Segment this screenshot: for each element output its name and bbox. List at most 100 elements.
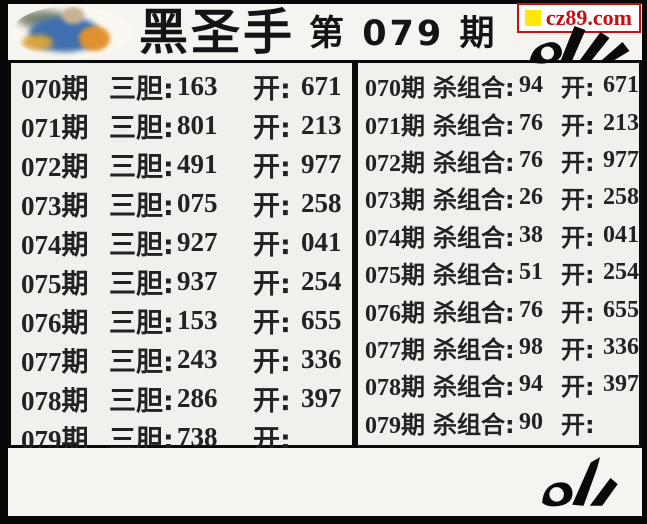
pick-value: 90 xyxy=(519,408,543,435)
pick-type-label: 杀组合: xyxy=(433,223,515,252)
open-label: 开: xyxy=(253,152,291,183)
open-label: 开: xyxy=(253,308,291,339)
issue-label: 074期 xyxy=(365,225,425,252)
open-value: 977 xyxy=(603,146,639,173)
open-value: 213 xyxy=(603,109,639,136)
issue-label: 070期 xyxy=(365,76,425,103)
pick-value: 937 xyxy=(177,266,218,296)
open-value: 671 xyxy=(603,72,639,99)
table-row: 075期 杀组合: 51 开: 254 xyxy=(365,255,639,290)
pick-value: 51 xyxy=(519,259,543,286)
pick-value: 76 xyxy=(519,109,543,136)
issue-label: 076期 xyxy=(21,308,89,338)
pick-type-label: 三胆: xyxy=(109,74,174,105)
pick-value: 94 xyxy=(519,72,543,99)
pick-type-label: 三胆: xyxy=(109,308,174,339)
open-value: 254 xyxy=(603,259,639,286)
open-value: 041 xyxy=(301,227,342,257)
open-value: 655 xyxy=(603,296,639,323)
open-label: 开: xyxy=(561,373,595,402)
table-row: 072期 三胆: 491 开: 977 xyxy=(21,145,352,184)
open-value: 977 xyxy=(301,149,342,179)
table-row: 074期 杀组合: 38 开: 041 xyxy=(365,218,639,253)
issue-number: 第 079 期 xyxy=(309,14,498,54)
issue-label: 072期 xyxy=(21,152,89,182)
table-row: 077期 三胆: 243 开: 336 xyxy=(21,340,352,379)
open-value: 336 xyxy=(301,344,342,374)
open-label: 开: xyxy=(253,113,291,144)
yellow-square-icon xyxy=(524,10,541,26)
open-value: 254 xyxy=(301,266,342,296)
table-row: 078期 三胆: 286 开: 397 xyxy=(21,379,352,418)
table-row: 076期 杀组合: 76 开: 655 xyxy=(365,293,639,328)
footer-ink-signature-icon xyxy=(542,457,618,507)
pick-value: 153 xyxy=(177,305,218,335)
pick-value: 98 xyxy=(519,333,543,360)
issue-label: 071期 xyxy=(365,113,425,140)
table-row: 070期 杀组合: 94 开: 671 xyxy=(365,68,639,103)
table-row: 071期 三胆: 801 开: 213 xyxy=(21,106,352,145)
pick-type-label: 三胆: xyxy=(109,113,174,144)
open-label: 开: xyxy=(253,347,291,378)
pick-type-label: 三胆: xyxy=(109,191,174,222)
issue-label: 071期 xyxy=(21,113,89,143)
issue-label: 078期 xyxy=(365,375,425,402)
header: 黑圣手 第 079 期 cz89.com xyxy=(8,3,642,64)
pick-type-label: 杀组合: xyxy=(433,148,515,177)
open-value: 213 xyxy=(301,110,342,140)
issue-label: 077期 xyxy=(21,347,89,377)
pick-type-label: 杀组合: xyxy=(433,298,515,327)
shazuhe-table: 070期 杀组合: 94 开: 671 071期 杀组合: 76 开: 213 … xyxy=(355,60,642,448)
open-label: 开: xyxy=(561,148,595,177)
pick-value: 927 xyxy=(177,227,218,257)
header-ink-signature-icon xyxy=(529,26,630,64)
issue-label: 079期 xyxy=(365,412,425,439)
open-value: 671 xyxy=(301,71,342,101)
open-label: 开: xyxy=(561,186,595,215)
pick-value: 163 xyxy=(177,71,218,101)
issue-label: 075期 xyxy=(21,269,89,299)
table-row: 078期 杀组合: 94 开: 397 xyxy=(365,367,639,402)
open-label: 开: xyxy=(561,261,595,290)
footer xyxy=(8,448,642,516)
open-label: 开: xyxy=(253,191,291,222)
pick-type-label: 三胆: xyxy=(109,269,174,300)
open-label: 开: xyxy=(561,335,595,364)
open-label: 开: xyxy=(253,74,291,105)
pick-type-label: 三胆: xyxy=(109,347,174,378)
pick-value: 76 xyxy=(519,296,543,323)
table-row: 079期 杀组合: 90 开: xyxy=(365,405,639,440)
sandan-table: 070期 三胆: 163 开: 671 071期 三胆: 801 开: 213 … xyxy=(8,60,355,456)
open-value: 397 xyxy=(301,383,342,413)
site-badge-label: cz89.com xyxy=(545,5,632,30)
open-label: 开: xyxy=(253,230,291,261)
open-value: 655 xyxy=(301,305,342,335)
title-text: 黑圣手 xyxy=(139,4,296,61)
open-value: 258 xyxy=(603,184,639,211)
open-label: 开: xyxy=(253,269,291,300)
3d-lottery-logo-icon xyxy=(12,6,132,58)
issue-label: 076期 xyxy=(365,300,425,327)
table-row: 076期 三胆: 153 开: 655 xyxy=(21,301,352,340)
pick-value: 075 xyxy=(177,188,218,218)
open-label: 开: xyxy=(253,386,291,417)
issue-label: 073期 xyxy=(21,191,89,221)
open-value: 041 xyxy=(603,221,639,248)
pick-value: 738 xyxy=(177,422,218,452)
pick-value: 76 xyxy=(519,146,543,173)
open-label: 开: xyxy=(561,111,595,140)
open-value: 397 xyxy=(603,371,639,398)
pick-value: 801 xyxy=(177,110,218,140)
pick-value: 26 xyxy=(519,184,543,211)
page-title: 黑圣手 第 079 期 xyxy=(139,4,497,61)
issue-label: 074期 xyxy=(21,230,89,260)
table-row: 073期 三胆: 075 开: 258 xyxy=(21,184,352,223)
pick-type-label: 杀组合: xyxy=(433,335,515,364)
table-row: 070期 三胆: 163 开: 671 xyxy=(21,67,352,106)
pick-type-label: 杀组合: xyxy=(433,410,515,439)
table-row: 075期 三胆: 937 开: 254 xyxy=(21,262,352,301)
open-label: 开: xyxy=(561,410,595,439)
pick-value: 94 xyxy=(519,371,543,398)
pick-value: 286 xyxy=(177,383,218,413)
pick-type-label: 三胆: xyxy=(109,230,174,261)
